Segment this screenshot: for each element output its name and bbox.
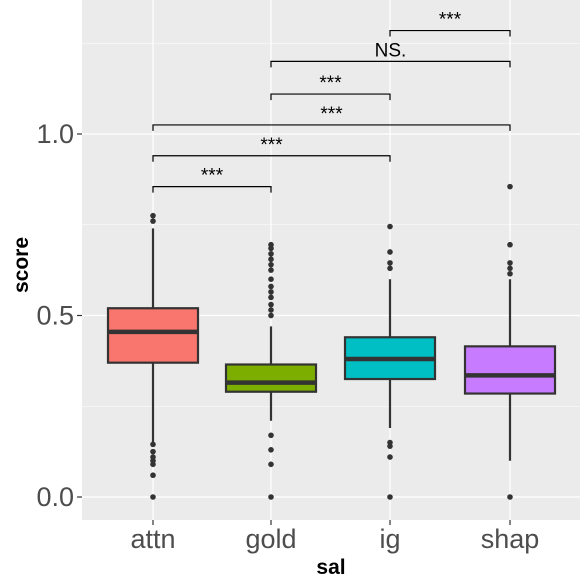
outlier-point <box>387 249 393 255</box>
outlier-point <box>268 289 274 295</box>
x-axis-title: sal <box>316 556 345 579</box>
outlier-point <box>268 301 274 308</box>
outlier-point <box>387 265 393 272</box>
comparison-gold-shap: NS. <box>270 40 511 68</box>
box-gold <box>224 241 318 500</box>
outlier-point <box>268 447 274 453</box>
outlier-point <box>268 276 274 283</box>
outlier-point <box>387 223 393 230</box>
outlier-point <box>268 241 274 248</box>
box-body <box>463 345 557 395</box>
comparison-attn-ig: *** <box>152 135 391 162</box>
outlier-point <box>150 454 156 460</box>
bracket-line <box>152 124 511 131</box>
outlier-point <box>268 256 274 263</box>
outlier-point <box>507 270 513 277</box>
significance-label: NS. <box>375 40 407 61</box>
outlier-point <box>150 448 156 455</box>
outlier-point <box>507 241 513 248</box>
x-tick-label: gold <box>245 524 296 554</box>
minor-gridlines <box>82 42 580 407</box>
y-axis: 0.0 0.5 1.0 <box>36 119 82 512</box>
outlier-point <box>150 218 156 224</box>
y-tick-label: 0.0 <box>36 482 74 512</box>
outlier-point <box>268 267 274 273</box>
box-body <box>224 363 318 393</box>
outlier-point <box>268 312 274 319</box>
bracket-line <box>270 93 391 101</box>
x-tick-label: attn <box>130 524 175 554</box>
plot-panel <box>82 0 580 520</box>
outlier-point <box>268 307 274 313</box>
outlier-point <box>387 260 393 266</box>
bracket-line <box>152 155 391 162</box>
y-tick-label: 0.5 <box>36 301 74 331</box>
boxes <box>106 183 557 500</box>
comparison-attn-gold: *** <box>152 166 272 193</box>
y-tick-label: 1.0 <box>36 119 74 149</box>
significance-label: *** <box>319 73 342 94</box>
outlier-point <box>268 250 274 257</box>
significance-label: *** <box>439 10 462 31</box>
outlier-point <box>387 494 393 500</box>
outlier-point <box>507 265 513 272</box>
outlier-point <box>150 212 156 219</box>
box-shap <box>463 183 557 500</box>
comparison-attn-shap: *** <box>152 104 511 131</box>
outlier-point <box>268 461 274 468</box>
bracket-line <box>152 186 272 193</box>
outlier-point <box>268 283 274 290</box>
outlier-point <box>387 439 393 446</box>
comparison-ig-shap: *** <box>389 10 511 37</box>
outlier-point <box>150 472 156 479</box>
outlier-point <box>507 183 513 190</box>
bracket-line <box>270 60 511 68</box>
outlier-point <box>268 432 274 439</box>
outlier-point <box>150 441 156 448</box>
y-axis-title: score <box>10 237 33 293</box>
outlier-point <box>268 261 274 268</box>
significance-label: *** <box>260 135 283 156</box>
outlier-point <box>387 454 393 460</box>
outlier-point <box>268 494 274 500</box>
significance-label: *** <box>201 166 224 187</box>
comparison-gold-ig: *** <box>270 73 391 101</box>
significance-label: *** <box>320 104 343 125</box>
box-ig <box>343 223 437 500</box>
outlier-point <box>268 294 274 301</box>
outlier-point <box>507 260 513 266</box>
outlier-point <box>507 494 513 500</box>
x-axis: attn gold ig shap <box>130 520 539 554</box>
bracket-line <box>389 29 511 37</box>
x-tick-label: ig <box>379 524 400 554</box>
outlier-point <box>150 494 156 500</box>
significance-brackets: *** *** *** *** NS. *** <box>152 10 511 193</box>
x-tick-label: shap <box>481 524 540 554</box>
box-body <box>106 307 200 364</box>
box-attn <box>106 212 200 500</box>
